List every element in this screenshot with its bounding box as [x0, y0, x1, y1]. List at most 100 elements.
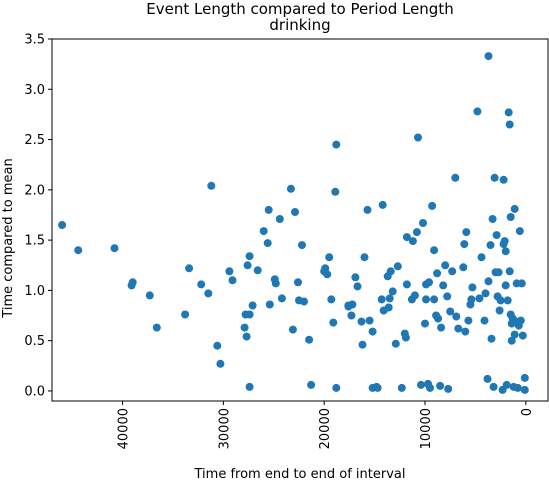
data-point — [323, 270, 332, 279]
data-point — [520, 373, 529, 382]
data-point — [484, 52, 493, 61]
data-point — [213, 341, 222, 350]
data-point — [245, 382, 254, 391]
data-point — [332, 140, 341, 149]
y-tick-label: 3.5 — [24, 33, 45, 48]
chart-title: Event Length compared to Period Length — [146, 0, 453, 18]
data-point — [253, 266, 262, 275]
data-point — [417, 380, 425, 389]
data-point — [305, 335, 314, 344]
data-point — [487, 334, 496, 343]
data-point — [402, 280, 411, 289]
data-point — [259, 227, 268, 236]
data-point — [430, 246, 439, 255]
data-point — [332, 383, 341, 392]
data-point — [430, 295, 439, 304]
plot-area-frame — [51, 38, 549, 402]
data-point — [368, 327, 377, 336]
data-point — [414, 133, 422, 142]
data-point — [271, 279, 280, 288]
data-point — [353, 282, 362, 291]
data-point — [358, 340, 367, 349]
data-point — [275, 215, 284, 223]
data-point — [325, 253, 334, 262]
data-point — [520, 385, 529, 394]
data-point — [483, 374, 492, 383]
data-point — [505, 120, 514, 129]
data-point — [391, 339, 400, 348]
data-point — [468, 283, 477, 292]
data-point — [452, 312, 461, 321]
data-point — [421, 319, 429, 328]
y-tick-label: 1.5 — [24, 234, 45, 249]
data-point — [492, 231, 501, 240]
data-point — [481, 289, 490, 298]
data-point — [402, 233, 411, 242]
data-point — [228, 276, 237, 285]
data-point — [393, 262, 402, 271]
data-point — [473, 107, 482, 116]
data-point — [495, 306, 504, 315]
data-point — [386, 267, 395, 276]
x-tick-label: 40000 — [117, 408, 132, 449]
data-point — [437, 323, 446, 332]
data-point — [489, 382, 498, 391]
data-point — [388, 287, 397, 296]
x-tick-label: 20000 — [318, 408, 333, 449]
data-point — [185, 264, 194, 273]
data-point — [216, 359, 225, 368]
data-point — [197, 280, 206, 289]
x-tick-label: 30000 — [217, 408, 232, 449]
data-point — [503, 296, 512, 305]
data-point — [494, 268, 503, 277]
data-point — [248, 301, 257, 310]
data-point — [419, 219, 427, 227]
x-tick-label: 10000 — [419, 408, 434, 449]
data-point — [477, 253, 486, 262]
data-point — [264, 205, 273, 214]
data-point — [460, 240, 469, 249]
data-point — [441, 261, 450, 270]
axis-ticks: 0.0 0.5 1.0 1.5 2.0 2.5 3.0 3.5 40000 30000 20000 1… — [24, 33, 535, 450]
data-point — [443, 292, 452, 301]
data-point — [401, 333, 410, 342]
data-point — [351, 273, 360, 282]
y-tick-label: 3.0 — [24, 83, 45, 98]
data-point — [490, 173, 499, 182]
data-point — [207, 181, 216, 190]
data-point — [347, 311, 356, 320]
data-point — [58, 221, 67, 229]
data-point — [331, 187, 340, 196]
data-point — [454, 324, 463, 333]
data-point — [145, 291, 154, 300]
chart-subtitle: drinking — [269, 16, 330, 34]
data-point — [298, 241, 306, 250]
data-point — [436, 381, 445, 390]
data-point — [329, 318, 338, 327]
data-point — [245, 310, 254, 319]
data-point — [513, 383, 522, 392]
data-point — [291, 208, 299, 216]
data-point — [385, 294, 394, 303]
data-point — [484, 277, 493, 286]
data-point — [288, 325, 297, 334]
data-point — [439, 281, 448, 290]
y-tick-label: 0.0 — [24, 384, 45, 399]
data-point — [397, 383, 406, 392]
data-point — [263, 239, 272, 248]
data-point — [277, 294, 286, 303]
data-point — [373, 383, 382, 392]
data-point — [286, 184, 295, 193]
y-tick-label: 1.0 — [24, 284, 45, 299]
data-point — [74, 246, 83, 255]
y-tick-label: 0.5 — [24, 334, 45, 349]
data-point — [505, 267, 514, 276]
data-point — [501, 247, 510, 256]
data-point — [428, 201, 437, 210]
data-point — [502, 380, 511, 389]
y-tick-label: 2.5 — [24, 133, 45, 148]
data-point — [425, 278, 433, 287]
data-point — [467, 295, 476, 304]
